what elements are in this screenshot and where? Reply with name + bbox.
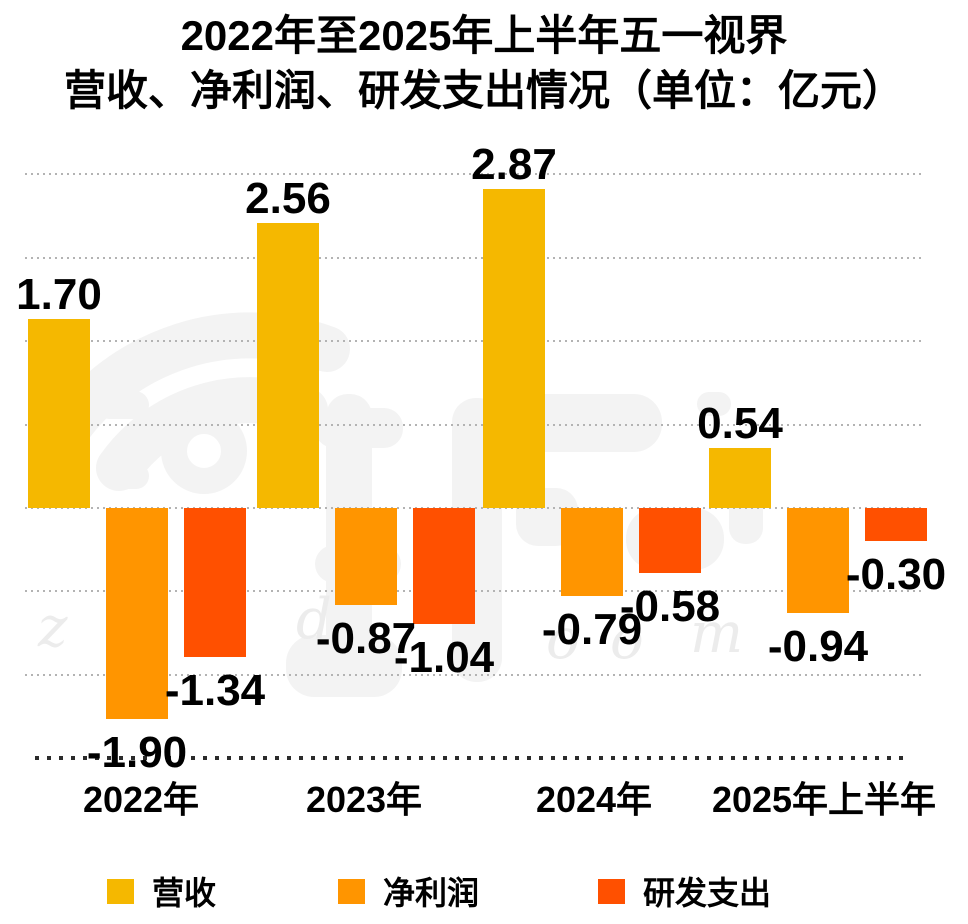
rnd-bar [184,508,246,658]
x-axis-label: 2024年 [535,779,653,820]
revenue-bar [483,188,545,508]
gridline [25,173,922,176]
gridline [25,423,922,426]
net-profit-bar [787,508,849,613]
value-label: -1.34 [164,666,266,716]
legend-item: 研发支出 [598,868,771,914]
value-label: 0.54 [697,398,783,448]
value-label: 2.56 [245,174,331,224]
x-axis-label: 2025年上半年 [711,779,937,820]
watermark-letter: o [610,607,644,672]
legend-swatch [598,878,625,904]
legend-label: 营收 [152,875,217,911]
x-axis-baseline [35,756,905,761]
net-profit-bar [561,508,623,596]
value-label: -0.87 [315,613,417,663]
legend-item: 净利润 [338,868,479,914]
value-label: -1.04 [393,632,495,682]
chart-title-line1: 2022年至2025年上半年五一视界 [180,12,788,59]
chart-title-line2: 营收、净利润、研发支出情况（单位：亿元） [63,67,904,114]
gridline [25,256,922,259]
rnd-bar [413,508,475,624]
legend-item: 营收 [107,868,216,914]
legend-label: 净利润 [383,875,480,911]
net-profit-bar [335,508,397,605]
x-axis-label: 2023年 [305,779,423,820]
value-label: -0.79 [541,604,643,654]
value-label: -0.30 [845,550,947,600]
gridline [25,673,922,676]
watermark-letter: o [546,607,580,672]
x-axis-label: 2022年 [82,779,200,820]
net-profit-bar [106,508,168,720]
revenue-bar [709,447,771,508]
watermark-letter: d [296,587,332,652]
value-label: -0.58 [619,581,721,631]
rnd-bar [639,508,701,573]
watermark-letter: z [38,595,68,660]
gridline [25,340,922,343]
legend-swatch [338,878,365,904]
value-label: 2.87 [471,139,557,189]
value-label: -0.94 [767,621,869,671]
legend-label: 研发支出 [643,875,772,911]
chart-title: 2022年至2025年上半年五一视界 营收、净利润、研发支出情况（单位：亿元） [0,8,968,118]
legend-swatch [107,878,134,904]
value-label: 1.70 [16,269,102,319]
revenue-bar [28,318,90,508]
rnd-bar [865,508,927,542]
watermark-letter: m [690,601,744,666]
value-label: -1.90 [86,728,188,778]
watermark-ring [161,408,247,494]
revenue-bar [257,223,319,508]
